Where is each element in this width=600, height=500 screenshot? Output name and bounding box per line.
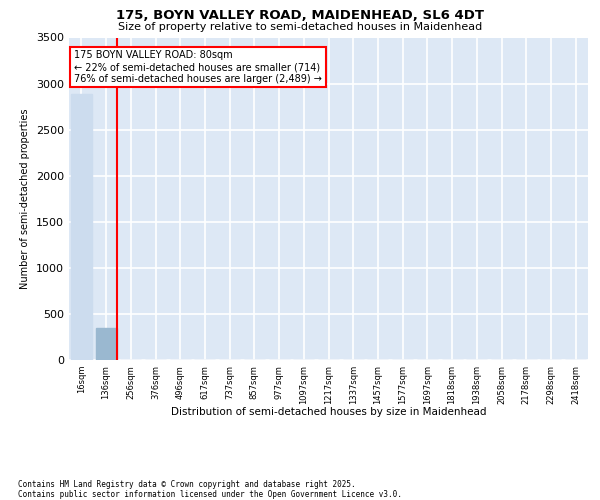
Text: Size of property relative to semi-detached houses in Maidenhead: Size of property relative to semi-detach… [118, 22, 482, 32]
X-axis label: Distribution of semi-detached houses by size in Maidenhead: Distribution of semi-detached houses by … [171, 407, 486, 417]
Bar [71, 94, 92, 360]
Y-axis label: Number of semi-detached properties: Number of semi-detached properties [20, 108, 31, 289]
Text: Contains HM Land Registry data © Crown copyright and database right 2025.
Contai: Contains HM Land Registry data © Crown c… [18, 480, 402, 499]
Text: 175, BOYN VALLEY ROAD, MAIDENHEAD, SL6 4DT: 175, BOYN VALLEY ROAD, MAIDENHEAD, SL6 4… [116, 9, 484, 22]
Text: 175 BOYN VALLEY ROAD: 80sqm
← 22% of semi-detached houses are smaller (714)
76% : 175 BOYN VALLEY ROAD: 80sqm ← 22% of sem… [74, 50, 322, 84]
Bar [95, 328, 116, 360]
